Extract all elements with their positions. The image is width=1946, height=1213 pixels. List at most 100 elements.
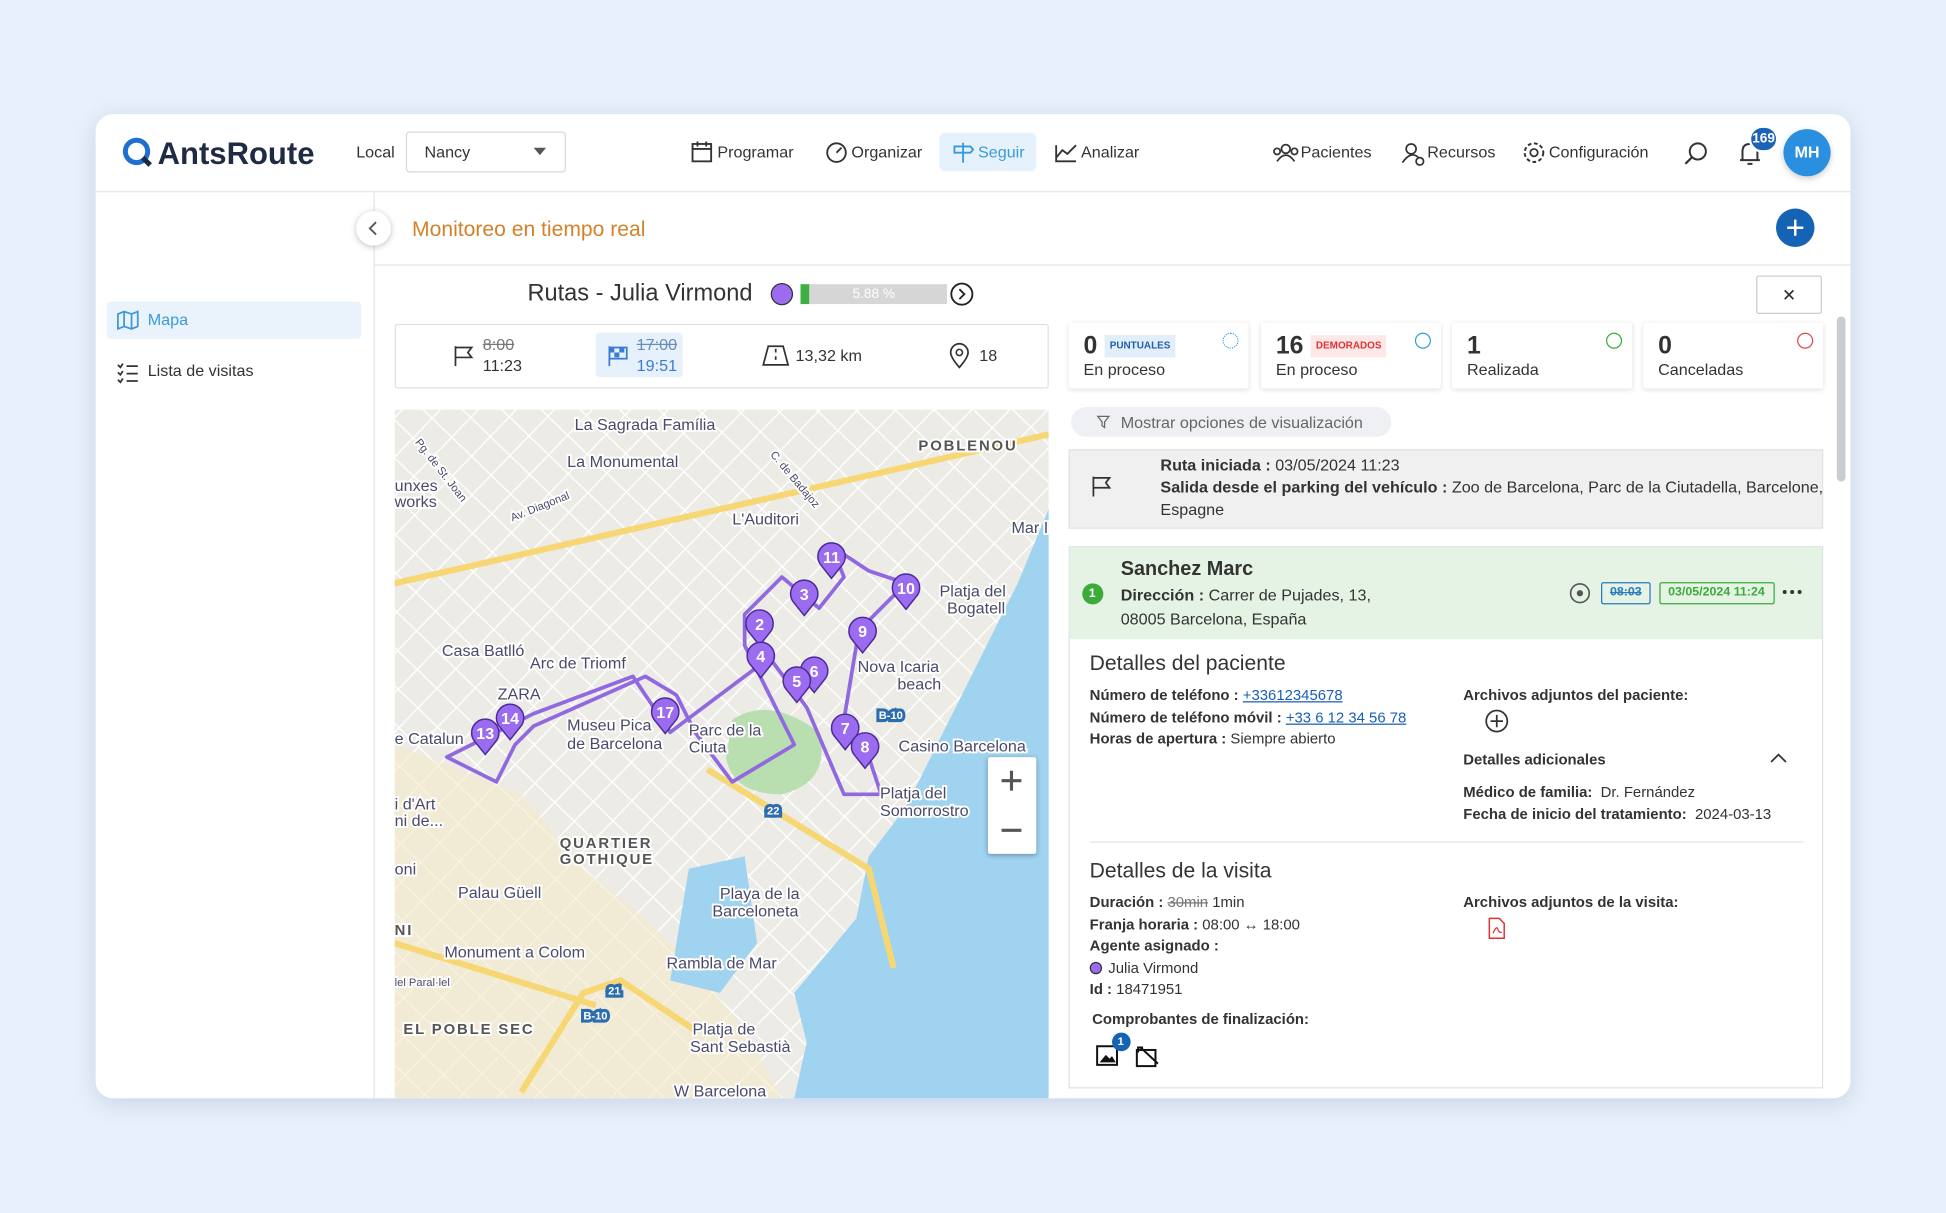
planned-time-box xyxy=(1601,582,1651,605)
resources-icon xyxy=(1401,143,1425,166)
nav-recursos[interactable]: Recursos xyxy=(1427,142,1496,162)
search-icon[interactable] xyxy=(1684,141,1709,166)
stat-card[interactable] xyxy=(1452,322,1633,389)
marker-number: 9 xyxy=(858,623,867,641)
route-departure: Salida desde el parking del vehículo : Z… xyxy=(1160,478,1823,498)
map-label: Ciuta xyxy=(689,739,727,757)
sidebar-active-bg xyxy=(106,301,362,339)
visit-header xyxy=(1069,547,1822,640)
map-label: Casa Batlló xyxy=(442,642,524,660)
nav-analizar[interactable]: Analizar xyxy=(1080,142,1140,162)
time-window: Franja horaria : 08:00 ↔ 18:00 xyxy=(1090,915,1300,935)
marker-pin xyxy=(817,542,846,580)
actual-time-box xyxy=(1659,582,1775,605)
map-label: Parc de la xyxy=(689,721,762,739)
value: Carrer de Pujades, 13, xyxy=(1208,585,1371,605)
route-title: Rutas - Julia Virmond xyxy=(527,280,753,307)
add-attachment[interactable] xyxy=(1484,709,1509,734)
value: 08:00 ↔ 18:00 xyxy=(1202,915,1300,934)
map[interactable]: La Sagrada Família POBLENOU La Monumental u… xyxy=(394,409,1049,1099)
marker-number: 3 xyxy=(800,586,809,604)
map-label: Somorrostro xyxy=(880,802,969,820)
visit-name: Sanchez Marc xyxy=(1120,559,1254,581)
value: 18471951 xyxy=(1116,980,1183,998)
map-label: 22 xyxy=(767,806,779,818)
link[interactable]: +33 6 12 34 56 78 xyxy=(1285,708,1407,727)
zoom-out[interactable] xyxy=(1000,819,1022,841)
label: Número de teléfono : xyxy=(1089,686,1239,704)
collapse-chevron[interactable] xyxy=(1770,753,1787,763)
close-button[interactable] xyxy=(1756,275,1822,314)
label: Horas de apertura : xyxy=(1089,729,1227,748)
stat-card[interactable] xyxy=(1643,322,1824,389)
marker-number: 14 xyxy=(501,710,519,728)
route-marker[interactable]: 17 xyxy=(650,697,680,735)
filter-button[interactable] xyxy=(1071,407,1392,437)
nav-seguir[interactable]: Seguir xyxy=(977,142,1025,162)
sidebar-divider xyxy=(373,192,375,1099)
actual-start: 11:23 xyxy=(482,356,522,375)
value: 2024-03-13 xyxy=(1694,805,1772,823)
map-label: Bogatell xyxy=(947,600,1005,618)
route-marker[interactable]: 8 xyxy=(850,732,880,770)
label: Dirección : xyxy=(1120,585,1205,605)
photo-proof[interactable] xyxy=(1096,1045,1118,1067)
nav-configuracion[interactable]: Configuración xyxy=(1548,142,1649,162)
marker-pin xyxy=(745,609,774,647)
sidebar-lista[interactable]: Lista de visitas xyxy=(147,361,254,380)
map-label: EL POBLE SEC xyxy=(403,1022,534,1038)
nav-organizar[interactable]: Organizar xyxy=(851,142,923,162)
value: Zoo de Barcelona, Parc de la Ciutadella,… xyxy=(1451,477,1824,497)
add-icon xyxy=(1787,219,1804,236)
map-label: Platja de xyxy=(693,1020,756,1038)
map-label: La Sagrada Família xyxy=(575,416,716,434)
route-marker[interactable]: 4 xyxy=(746,641,776,679)
route-marker[interactable]: 11 xyxy=(817,542,846,580)
route-marker[interactable]: 13 xyxy=(470,718,500,756)
map-label: Mar I xyxy=(1011,519,1048,537)
nav-programar[interactable]: Programar xyxy=(717,142,794,162)
route-path xyxy=(444,544,908,797)
sidebar-mapa[interactable]: Mapa xyxy=(147,310,189,329)
agent-name: Julia Virmond xyxy=(1108,959,1199,977)
signature-proof[interactable] xyxy=(1135,1045,1161,1068)
map-label: Casino Barcelona xyxy=(899,737,1026,755)
route-marker[interactable]: 5 xyxy=(782,666,812,704)
pdf-icon[interactable] xyxy=(1488,917,1505,940)
nav-pacientes[interactable]: Pacientes xyxy=(1300,142,1372,162)
route-marker[interactable]: 10 xyxy=(891,573,921,611)
map-label: ni de... xyxy=(395,812,443,830)
back-button[interactable] xyxy=(356,210,391,246)
hours: Horas de apertura : Siempre abierto xyxy=(1090,729,1336,749)
stat-icon xyxy=(1797,332,1814,349)
stat-count: 0 xyxy=(1658,332,1672,360)
marker-number: 13 xyxy=(476,725,494,743)
route-marker[interactable]: 3 xyxy=(789,579,819,617)
next-route[interactable] xyxy=(949,282,974,307)
stops-icon xyxy=(949,342,969,369)
doctor: Médico de familia: Dr. Fernández xyxy=(1463,782,1695,802)
local-select[interactable] xyxy=(405,131,566,173)
avatar[interactable] xyxy=(1783,129,1831,177)
visit-address-2: 08005 Barcelona, España xyxy=(1120,609,1307,628)
marker-number: 6 xyxy=(810,663,819,681)
route-marker[interactable]: 14 xyxy=(495,703,525,741)
link[interactable]: +33612345678 xyxy=(1242,686,1343,704)
progress-fill xyxy=(800,284,810,305)
filter-text: Mostrar opciones de visualización xyxy=(1120,413,1363,432)
zoom-in[interactable] xyxy=(1000,769,1022,791)
route-marker[interactable]: 2 xyxy=(745,609,774,647)
route-marker[interactable]: 9 xyxy=(848,616,877,655)
marker-number: 10 xyxy=(897,580,915,598)
marker-pin xyxy=(746,641,776,679)
marker-number: 8 xyxy=(861,739,870,757)
marker-number: 17 xyxy=(656,704,674,722)
more-menu[interactable] xyxy=(1782,590,1802,595)
logo-icon xyxy=(122,137,152,167)
map-label: oni xyxy=(395,860,417,878)
map-label: works xyxy=(394,493,437,511)
distance: 13,32 km xyxy=(795,346,862,365)
map-label: unxes xyxy=(395,477,438,495)
actual: 1min xyxy=(1212,893,1245,911)
